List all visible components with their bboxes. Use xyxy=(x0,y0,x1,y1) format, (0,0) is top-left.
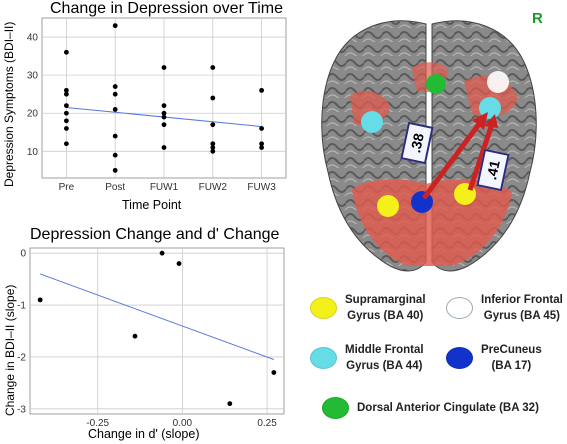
legend-item-middle-frontal: Middle Frontal Gyrus (BA 44) xyxy=(310,342,424,374)
y-tick-label: -3 xyxy=(17,404,26,415)
connection-arrow-a xyxy=(421,118,485,200)
data-point xyxy=(64,110,69,116)
depression-dprime-plot: -0.25 0.00 0.25 0 -1 -2 -3 xyxy=(17,247,285,429)
data-point xyxy=(161,110,167,116)
data-point xyxy=(112,84,118,89)
middle-frontal-marker-left xyxy=(361,111,383,133)
data-point xyxy=(112,133,118,139)
data-point xyxy=(64,141,69,147)
data-point xyxy=(259,145,264,150)
data-point xyxy=(112,23,118,29)
data-point xyxy=(210,145,216,150)
x-tick-label: 0.00 xyxy=(173,418,193,429)
y-tick-label: 40 xyxy=(27,33,39,44)
data-point xyxy=(259,126,264,131)
data-point xyxy=(161,145,167,150)
data-point xyxy=(259,87,264,93)
inferior-frontal-marker xyxy=(487,71,509,93)
legend-item-inferior-frontal: Inferior Frontal Gyrus (BA 45) xyxy=(446,292,563,324)
supramarginal-marker-left xyxy=(377,195,399,217)
data-point xyxy=(210,65,216,70)
x-axis-label: Change in d' (slope) xyxy=(88,427,200,441)
data-point xyxy=(64,91,69,97)
data-point xyxy=(161,103,167,109)
depression-over-time-plot: Pre Post FUW1 FUW2 FUW3 10 20 30 40 xyxy=(27,17,287,193)
data-point xyxy=(159,250,165,256)
data-point xyxy=(64,103,69,109)
y-axis-label: Change in BDI–II (slope) xyxy=(3,284,17,416)
y-tick-label: 20 xyxy=(27,109,39,120)
trend-line xyxy=(39,273,275,361)
x-tick-label: 0.25 xyxy=(257,418,277,429)
connection-arrow-b xyxy=(467,123,495,191)
x-tick-label: Post xyxy=(105,182,125,193)
data-point xyxy=(112,167,118,173)
cingulate-marker xyxy=(426,74,446,94)
cyan-circle-icon xyxy=(310,347,337,369)
arrow-head-icon xyxy=(484,114,498,128)
data-point xyxy=(132,333,138,339)
data-point xyxy=(161,122,167,128)
y-tick-label: 30 xyxy=(27,71,39,82)
data-point xyxy=(37,297,43,303)
green-circle-icon xyxy=(322,397,349,419)
legend-item-supramarginal: Supramarginal Gyrus (BA 40) xyxy=(310,292,426,324)
data-point xyxy=(64,87,69,93)
data-point xyxy=(64,126,69,131)
data-point xyxy=(64,118,69,124)
yellow-circle-icon xyxy=(310,297,337,319)
chart-title: Depression Change and d' Change xyxy=(30,226,280,243)
brain-figure: R .38 .41 Supramarginal Gyrus (BA 40) In… xyxy=(292,0,567,444)
legend-label: Supramarginal Gyrus (BA 40) xyxy=(345,294,426,322)
legend-label: Dorsal Anterior Cingulate (BA 32) xyxy=(357,402,539,414)
legend-item-cingulate: Dorsal Anterior Cingulate (BA 32) xyxy=(322,397,539,419)
depression-dprime-chart: -0.25 0.00 0.25 0 -1 -2 -3 Depression Change a… xyxy=(0,222,290,444)
y-tick-label: -2 xyxy=(17,352,26,363)
legend-label: PreCuneus (BA 17) xyxy=(481,344,542,372)
y-tick-label: 10 xyxy=(27,147,39,158)
data-point xyxy=(271,370,277,375)
data-point xyxy=(210,141,216,147)
depression-over-time-chart: Pre Post FUW1 FUW2 FUW3 10 20 30 40 Change in De… xyxy=(0,0,290,216)
data-point xyxy=(176,261,182,266)
data-point xyxy=(64,49,69,55)
data-point xyxy=(112,152,118,158)
data-point xyxy=(210,148,216,154)
x-tick-label: FUW1 xyxy=(150,182,179,193)
x-tick-label: FUW3 xyxy=(247,182,276,193)
chart-title: Change in Depression over Time xyxy=(50,0,284,17)
arrow-head-icon xyxy=(472,112,488,130)
plot-area xyxy=(29,247,285,415)
y-tick-label: 0 xyxy=(20,249,26,260)
data-point xyxy=(259,141,264,147)
x-tick-label: FUW2 xyxy=(199,182,228,193)
data-point xyxy=(161,114,167,120)
data-point xyxy=(210,95,216,101)
white-circle-icon xyxy=(446,297,473,319)
legend-label: Inferior Frontal Gyrus (BA 45) xyxy=(481,294,563,322)
y-axis-label: Depression Symptoms (BDI–II) xyxy=(2,21,16,187)
data-point xyxy=(112,91,118,97)
hemisphere-label: R xyxy=(532,10,543,27)
legend-label: Middle Frontal Gyrus (BA 44) xyxy=(345,344,424,372)
data-point xyxy=(161,65,167,70)
blue-circle-icon xyxy=(446,347,473,369)
data-point xyxy=(227,401,233,407)
y-tick-label: -1 xyxy=(17,301,26,312)
brain-image xyxy=(321,20,537,272)
x-axis-label: Time Point xyxy=(122,198,182,212)
data-point xyxy=(210,122,216,128)
middle-frontal-marker-right xyxy=(479,97,501,119)
x-tick-label: Pre xyxy=(59,182,75,193)
legend-item-precuneus: PreCuneus (BA 17) xyxy=(446,342,542,374)
data-point xyxy=(112,107,118,112)
x-tick-label: -0.25 xyxy=(86,418,109,429)
